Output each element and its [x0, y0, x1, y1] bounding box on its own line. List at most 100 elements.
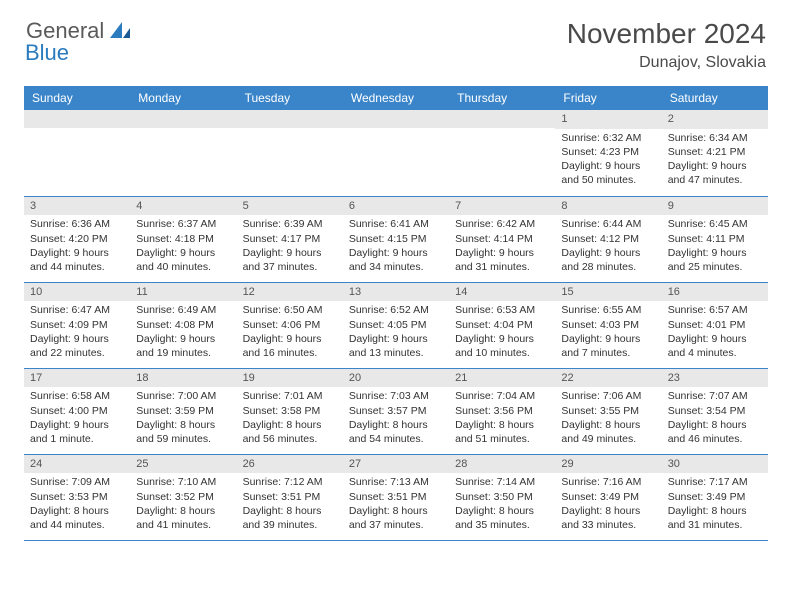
calendar-cell: 8Sunrise: 6:44 AMSunset: 4:12 PMDaylight…: [555, 196, 661, 282]
calendar-cell: 11Sunrise: 6:49 AMSunset: 4:08 PMDayligh…: [130, 282, 236, 368]
day-details: Sunrise: 6:50 AMSunset: 4:06 PMDaylight:…: [237, 301, 343, 364]
sunrise-value: 6:53 AM: [497, 304, 536, 316]
sunrise-label: Sunrise:: [455, 390, 494, 402]
day-number: 22: [555, 369, 661, 388]
sunset-value: 3:49 PM: [600, 491, 639, 503]
location: Dunajov, Slovakia: [567, 54, 766, 72]
calendar-cell: 7Sunrise: 6:42 AMSunset: 4:14 PMDaylight…: [449, 196, 555, 282]
sunrise-label: Sunrise:: [136, 476, 175, 488]
sunset-label: Sunset:: [561, 405, 597, 417]
calendar-cell: 20Sunrise: 7:03 AMSunset: 3:57 PMDayligh…: [343, 368, 449, 454]
sunrise-label: Sunrise:: [243, 390, 282, 402]
sunrise-value: 6:39 AM: [284, 218, 323, 230]
sunrise-line: Sunrise: 7:07 AM: [668, 389, 762, 403]
weekday-header-row: SundayMondayTuesdayWednesdayThursdayFrid…: [24, 86, 768, 110]
day-details: Sunrise: 7:01 AMSunset: 3:58 PMDaylight:…: [237, 387, 343, 450]
sunset-line: Sunset: 3:50 PM: [455, 490, 549, 504]
day-details: Sunrise: 6:57 AMSunset: 4:01 PMDaylight:…: [662, 301, 768, 364]
daylight-label: Daylight:: [243, 333, 284, 345]
sunset-value: 4:23 PM: [600, 146, 639, 158]
calendar-cell-empty: [449, 110, 555, 196]
day-number: 11: [130, 283, 236, 302]
day-number: 29: [555, 455, 661, 474]
daylight-line: Daylight: 8 hours and 35 minutes.: [455, 504, 549, 532]
logo-text-blue: Blue: [25, 40, 130, 66]
weekday-header: Tuesday: [237, 86, 343, 110]
sunrise-line: Sunrise: 7:13 AM: [349, 475, 443, 489]
sunset-label: Sunset:: [136, 233, 172, 245]
sunset-value: 4:21 PM: [706, 146, 745, 158]
sunrise-line: Sunrise: 6:50 AM: [243, 303, 337, 317]
day-details: Sunrise: 7:00 AMSunset: 3:59 PMDaylight:…: [130, 387, 236, 450]
sunset-line: Sunset: 3:54 PM: [668, 404, 762, 418]
sunset-line: Sunset: 4:17 PM: [243, 232, 337, 246]
sunrise-value: 7:07 AM: [709, 390, 748, 402]
header: General Blue November 2024 Dunajov, Slov…: [0, 0, 792, 78]
day-number: 28: [449, 455, 555, 474]
weekday-header: Wednesday: [343, 86, 449, 110]
sunrise-line: Sunrise: 7:04 AM: [455, 389, 549, 403]
sunrise-label: Sunrise:: [455, 304, 494, 316]
sunrise-value: 7:10 AM: [178, 476, 217, 488]
sunset-value: 4:20 PM: [69, 233, 108, 245]
sunset-value: 4:09 PM: [69, 319, 108, 331]
daylight-label: Daylight:: [561, 505, 602, 517]
sunset-value: 4:18 PM: [175, 233, 214, 245]
sunset-value: 3:59 PM: [175, 405, 214, 417]
daylight-line: Daylight: 8 hours and 39 minutes.: [243, 504, 337, 532]
sunrise-value: 6:32 AM: [603, 132, 642, 144]
daylight-line: Daylight: 8 hours and 41 minutes.: [136, 504, 230, 532]
sunrise-value: 7:17 AM: [709, 476, 748, 488]
day-number: 5: [237, 197, 343, 216]
sunset-line: Sunset: 4:05 PM: [349, 318, 443, 332]
sunrise-label: Sunrise:: [668, 390, 707, 402]
sunset-value: 3:51 PM: [281, 491, 320, 503]
daylight-line: Daylight: 9 hours and 4 minutes.: [668, 332, 762, 360]
sunrise-value: 7:12 AM: [284, 476, 323, 488]
sunrise-line: Sunrise: 6:34 AM: [668, 131, 762, 145]
sunrise-line: Sunrise: 7:06 AM: [561, 389, 655, 403]
sunrise-line: Sunrise: 6:52 AM: [349, 303, 443, 317]
daylight-label: Daylight:: [455, 333, 496, 345]
sunrise-label: Sunrise:: [561, 132, 600, 144]
calendar-cell: 16Sunrise: 6:57 AMSunset: 4:01 PMDayligh…: [662, 282, 768, 368]
sunset-value: 4:03 PM: [600, 319, 639, 331]
daylight-label: Daylight:: [668, 160, 709, 172]
sunset-label: Sunset:: [136, 491, 172, 503]
sunset-line: Sunset: 4:14 PM: [455, 232, 549, 246]
sunrise-label: Sunrise:: [455, 218, 494, 230]
daylight-label: Daylight:: [349, 505, 390, 517]
calendar-cell-empty: [237, 110, 343, 196]
sunset-label: Sunset:: [561, 146, 597, 158]
day-number: 30: [662, 455, 768, 474]
sunrise-label: Sunrise:: [30, 476, 69, 488]
sunrise-value: 6:57 AM: [709, 304, 748, 316]
sunset-label: Sunset:: [349, 491, 385, 503]
sunset-line: Sunset: 3:51 PM: [349, 490, 443, 504]
sunrise-line: Sunrise: 7:10 AM: [136, 475, 230, 489]
calendar-cell: 10Sunrise: 6:47 AMSunset: 4:09 PMDayligh…: [24, 282, 130, 368]
day-details: Sunrise: 6:47 AMSunset: 4:09 PMDaylight:…: [24, 301, 130, 364]
sunset-label: Sunset:: [455, 405, 491, 417]
day-number: 27: [343, 455, 449, 474]
sunrise-value: 6:55 AM: [603, 304, 642, 316]
daylight-line: Daylight: 8 hours and 33 minutes.: [561, 504, 655, 532]
day-details: Sunrise: 7:17 AMSunset: 3:49 PMDaylight:…: [662, 473, 768, 536]
daylight-label: Daylight:: [136, 505, 177, 517]
calendar-cell: 26Sunrise: 7:12 AMSunset: 3:51 PMDayligh…: [237, 454, 343, 540]
sunrise-line: Sunrise: 6:53 AM: [455, 303, 549, 317]
sunrise-line: Sunrise: 6:36 AM: [30, 217, 124, 231]
sunset-line: Sunset: 3:56 PM: [455, 404, 549, 418]
day-number: 23: [662, 369, 768, 388]
sunrise-line: Sunrise: 6:58 AM: [30, 389, 124, 403]
sunset-label: Sunset:: [243, 491, 279, 503]
calendar-cell-empty: [24, 110, 130, 196]
daylight-label: Daylight:: [136, 419, 177, 431]
calendar-cell: 1Sunrise: 6:32 AMSunset: 4:23 PMDaylight…: [555, 110, 661, 196]
sunset-value: 3:51 PM: [387, 491, 426, 503]
daylight-line: Daylight: 8 hours and 37 minutes.: [349, 504, 443, 532]
day-number: 9: [662, 197, 768, 216]
sunset-value: 4:11 PM: [706, 233, 744, 245]
weekday-header: Sunday: [24, 86, 130, 110]
sunset-line: Sunset: 4:23 PM: [561, 145, 655, 159]
